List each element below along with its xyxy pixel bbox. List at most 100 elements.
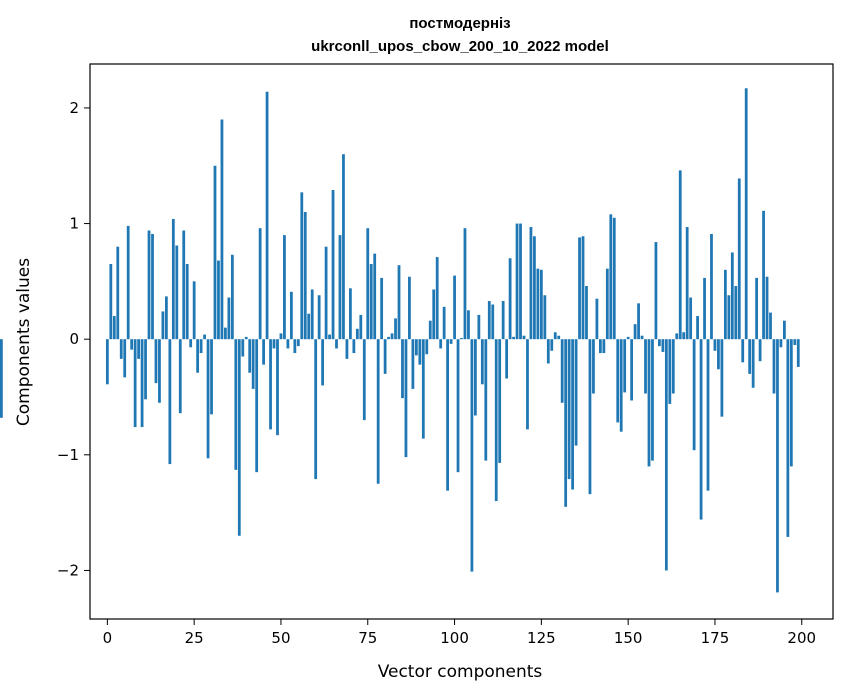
bar-47: [269, 339, 272, 430]
bar-45: [262, 339, 265, 365]
bar-30: [210, 339, 213, 415]
bar-36: [230, 254, 234, 340]
bar-29: [206, 339, 210, 459]
bar-176: [717, 339, 720, 370]
y-tick-label: −1: [57, 446, 79, 464]
bar-196: [786, 339, 790, 537]
bar-109: [484, 339, 488, 461]
bar-46: [265, 91, 269, 340]
bar-34: [224, 327, 227, 340]
bar-153: [637, 303, 640, 340]
bar-86: [404, 339, 408, 458]
bar-66: [335, 339, 338, 349]
bar-165: [678, 170, 682, 340]
chart-title: постмодерніз: [409, 15, 510, 32]
bar-49: [276, 339, 279, 436]
bar-155: [644, 339, 647, 394]
bar-83: [394, 318, 397, 340]
bar-164: [675, 333, 679, 340]
bar-16: [161, 311, 165, 340]
bar-158: [654, 242, 658, 340]
bar-60: [314, 339, 318, 480]
bar-199: [796, 339, 800, 367]
bar-56: [300, 192, 304, 340]
bar-59: [310, 289, 314, 340]
bar-44: [258, 228, 262, 340]
bar-57: [303, 212, 307, 340]
bar-38: [237, 339, 241, 536]
bar-75: [366, 228, 370, 340]
bar-115: [505, 339, 509, 379]
bar-67: [338, 235, 342, 340]
bar-170: [696, 316, 699, 340]
bar-5: [123, 339, 127, 378]
bar-48: [272, 339, 276, 349]
bar-51: [283, 235, 286, 340]
bar-23: [185, 264, 189, 340]
bar-161: [664, 339, 668, 571]
bar-140: [592, 339, 595, 394]
bar-122: [529, 227, 533, 340]
bar-117: [512, 336, 515, 340]
bar-85: [401, 339, 404, 399]
bar-180: [730, 252, 734, 340]
bar-151: [630, 339, 634, 401]
bar-58: [307, 313, 311, 340]
bar-62: [321, 339, 325, 386]
bar-55: [296, 339, 300, 347]
y-axis-label: Components values: [14, 258, 34, 426]
bar-191: [769, 312, 772, 340]
bar-179: [727, 295, 731, 340]
bar-163: [671, 339, 675, 394]
bar-95: [435, 257, 439, 340]
y-tick-label: 1: [69, 215, 79, 233]
bar-96: [439, 339, 443, 349]
bar-52: [286, 339, 290, 349]
bar-147: [616, 339, 620, 423]
x-tick-label: 25: [185, 629, 204, 647]
bar-129: [553, 332, 557, 340]
x-axis-label: Vector components: [378, 662, 543, 682]
y-tick-label: 0: [69, 330, 79, 348]
bar-150: [626, 336, 630, 340]
bar-184: [744, 88, 748, 340]
bar-91: [421, 339, 425, 439]
bar-61: [317, 295, 321, 340]
bar-33: [220, 119, 224, 340]
bar-152: [633, 324, 637, 340]
x-tick-label: 200: [787, 629, 816, 647]
bar-156: [647, 339, 651, 467]
bar-102: [460, 338, 463, 340]
x-tick-label: 175: [701, 629, 730, 647]
bar-119: [519, 223, 522, 340]
bar-98: [446, 339, 449, 491]
bar-26: [196, 339, 200, 373]
bar-145: [609, 214, 613, 340]
bar-189: [762, 210, 765, 340]
bar-187: [755, 277, 759, 340]
bar-120: [522, 335, 526, 340]
bar-105: [470, 339, 474, 572]
bar-63: [324, 246, 328, 340]
bar-149: [623, 339, 627, 393]
bar-132: [564, 339, 568, 507]
bar-94: [432, 289, 436, 340]
bar-174: [710, 233, 713, 340]
bar-143: [602, 339, 606, 354]
bar-121: [526, 339, 529, 430]
bar-18: [168, 339, 172, 465]
bar-32: [217, 260, 220, 340]
bar-93: [428, 320, 432, 340]
bar-41: [248, 339, 252, 373]
bar-99: [449, 339, 453, 344]
bar-172: [703, 277, 706, 340]
bar-43: [255, 339, 259, 473]
bar-178: [723, 269, 727, 340]
bar-154: [640, 335, 644, 340]
x-tick-label: 150: [614, 629, 643, 647]
bar-76: [369, 264, 373, 340]
bar-78: [376, 339, 380, 484]
bar-68: [342, 154, 345, 340]
bar-7: [130, 339, 134, 350]
bar-190: [765, 276, 769, 340]
